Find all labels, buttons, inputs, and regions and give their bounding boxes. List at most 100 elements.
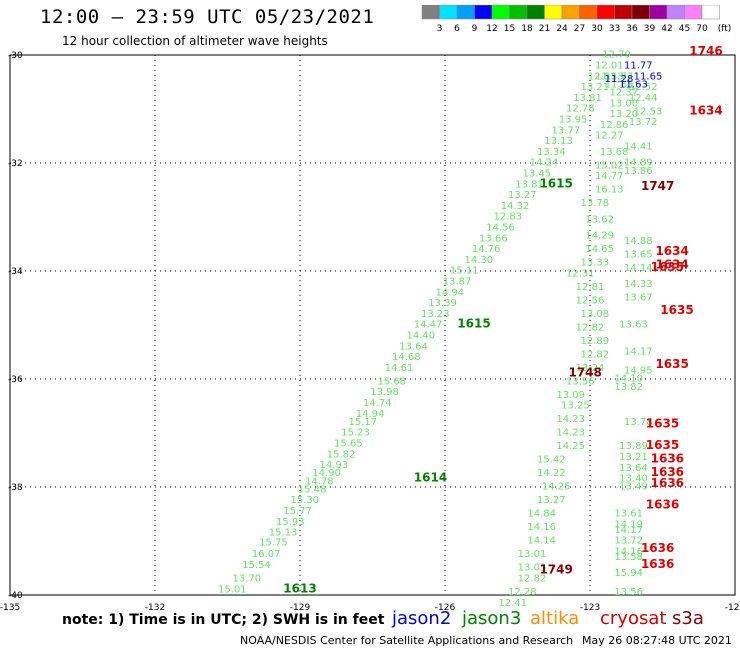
wave-height-value: 14.65 bbox=[585, 244, 614, 255]
wave-height-value: 14.19 bbox=[614, 520, 643, 531]
wave-height-value: 14.93 bbox=[320, 460, 349, 471]
scale-swatch bbox=[701, 5, 720, 20]
legend-altika: altika bbox=[530, 608, 580, 629]
wave-height-value: 15.02 bbox=[595, 160, 624, 171]
track-time-label: 1613 bbox=[283, 581, 316, 595]
track-time-label: 1635 bbox=[646, 438, 679, 452]
wave-height-value: 13.24 bbox=[576, 363, 605, 374]
footer-note: note: 1) Time is in UTC; 2) SWH is in fe… bbox=[62, 612, 385, 628]
wave-height-value: 11.65 bbox=[605, 79, 634, 90]
wave-height-value: 13.23 bbox=[421, 309, 450, 320]
x-tick-label: -126 bbox=[435, 603, 456, 613]
wave-height-value: 11.28 bbox=[605, 74, 634, 85]
wave-height-value: 13.62 bbox=[585, 214, 614, 225]
wave-height-value: 12.27 bbox=[595, 131, 624, 142]
wave-height-value: 15.23 bbox=[341, 428, 370, 439]
scale-label: 39 bbox=[644, 24, 656, 34]
wave-height-value: 13.49 bbox=[619, 482, 648, 493]
timestamp-text: May 26 08:27:48 UTC 2021 bbox=[582, 634, 732, 647]
wave-height-value: 12.01 bbox=[595, 61, 624, 72]
wave-height-value: 13.56 bbox=[566, 376, 595, 387]
wave-height-value: 12.82 bbox=[581, 349, 610, 360]
wave-height-value: 13.09 bbox=[556, 390, 585, 401]
wave-height-value: 13.39 bbox=[428, 298, 457, 309]
wave-height-value: 13.82 bbox=[614, 382, 643, 393]
scale-unit: (ft) bbox=[718, 24, 732, 34]
wave-height-value: 13.21 bbox=[581, 82, 610, 93]
wave-height-value: 15.75 bbox=[259, 537, 288, 548]
scale-label: 18 bbox=[521, 24, 533, 34]
wave-height-value: 13.72 bbox=[629, 117, 658, 128]
scale-label: 9 bbox=[472, 24, 478, 34]
scale-label: 21 bbox=[539, 24, 550, 34]
wave-height-value: 13.40 bbox=[619, 474, 648, 485]
wave-height-value: 14.78 bbox=[305, 476, 334, 487]
wave-height-value: 13.63 bbox=[619, 320, 648, 331]
wave-height-value: 13.20 bbox=[610, 109, 639, 120]
wave-height-value: 13.64 bbox=[399, 341, 428, 352]
track-time-label: 1614 bbox=[414, 471, 447, 485]
y-tick-label: -32 bbox=[8, 159, 23, 169]
wave-height-value: 13.95 bbox=[559, 115, 588, 126]
wave-height-value: 11.77 bbox=[605, 71, 634, 82]
wave-height-value: 14.25 bbox=[556, 441, 585, 452]
wave-height-value: 14.95 bbox=[624, 366, 653, 377]
wave-height-value: 12.28 bbox=[508, 587, 537, 598]
wave-height-value: 11.53 bbox=[595, 71, 624, 82]
wave-height-value: 13.70 bbox=[233, 574, 262, 585]
wave-height-value: 13.34 bbox=[537, 147, 566, 158]
wave-height-value: 14.32 bbox=[501, 201, 530, 212]
wave-height-value: 13.00 bbox=[610, 98, 639, 109]
scale-label: 42 bbox=[661, 24, 672, 34]
wave-height-value: 14.88 bbox=[624, 236, 653, 247]
wave-height-value: 14.41 bbox=[624, 142, 653, 153]
track-time-label: 1747 bbox=[641, 179, 674, 193]
x-tick-label: -120 bbox=[725, 603, 740, 613]
wave-height-value: 14.14 bbox=[527, 536, 556, 547]
legend-jason2: jason2 bbox=[392, 608, 452, 629]
wave-height-value: 14.22 bbox=[537, 468, 566, 479]
wave-height-value: 13.64 bbox=[619, 463, 648, 474]
scale-label: 3 bbox=[437, 24, 443, 34]
wave-height-value: 12.86 bbox=[600, 120, 629, 131]
track-time-label: 1615 bbox=[457, 317, 490, 331]
wave-height-value: 14.23 bbox=[556, 414, 585, 425]
wave-height-value: 13.66 bbox=[479, 233, 508, 244]
wave-height-value: 16.13 bbox=[595, 185, 624, 196]
wave-height-value: 12.56 bbox=[576, 295, 605, 306]
wave-height-value: 14.10 bbox=[614, 374, 643, 385]
wave-height-value: 14.68 bbox=[392, 352, 421, 363]
wave-height-value: 13.25 bbox=[561, 401, 590, 412]
wave-height-value: 13.68 bbox=[600, 147, 629, 158]
wave-height-value: 14.76 bbox=[472, 244, 501, 255]
track-time-label: 1746 bbox=[689, 44, 722, 58]
wave-height-value: 15.82 bbox=[327, 449, 356, 460]
track-time-label: 1634 bbox=[689, 103, 722, 117]
wave-height-value: 13.78 bbox=[581, 198, 610, 209]
scale-label: 33 bbox=[609, 24, 620, 34]
track-time-label: 1636 bbox=[641, 557, 674, 571]
wave-height-value: 13.78 bbox=[624, 417, 653, 428]
scale-label: 12 bbox=[486, 24, 497, 34]
wave-height-value: 15.94 bbox=[614, 568, 643, 579]
track-time-label: 1634 bbox=[655, 244, 688, 258]
track-time-label: 1636 bbox=[641, 541, 674, 555]
wave-height-value: 14.61 bbox=[385, 363, 414, 374]
wave-height-value: 13.81 bbox=[515, 179, 544, 190]
wave-height-value: 14.23 bbox=[556, 428, 585, 439]
wave-height-value: 13.05 bbox=[518, 563, 547, 574]
x-tick-label: -123 bbox=[580, 603, 600, 613]
wave-height-value: 14.56 bbox=[486, 223, 515, 234]
track-time-label: 1748 bbox=[568, 365, 601, 379]
wave-height-value: 12.63 bbox=[588, 71, 617, 82]
track-time-label: 1634 bbox=[655, 257, 688, 271]
wave-height-value: 12.52 bbox=[629, 82, 658, 93]
wave-height-value: 12.83 bbox=[494, 212, 523, 223]
wave-height-value: 14.16 bbox=[614, 547, 643, 558]
wave-height-value: 13.21 bbox=[619, 452, 648, 463]
page-subtitle: 12 hour collection of altimeter wave hei… bbox=[62, 34, 328, 48]
wave-height-value: 14.25 bbox=[542, 482, 571, 493]
track-time-label: 1615 bbox=[539, 176, 572, 190]
wave-height-value: 15.48 bbox=[298, 484, 327, 495]
track-time-label: 1635 bbox=[651, 260, 684, 274]
